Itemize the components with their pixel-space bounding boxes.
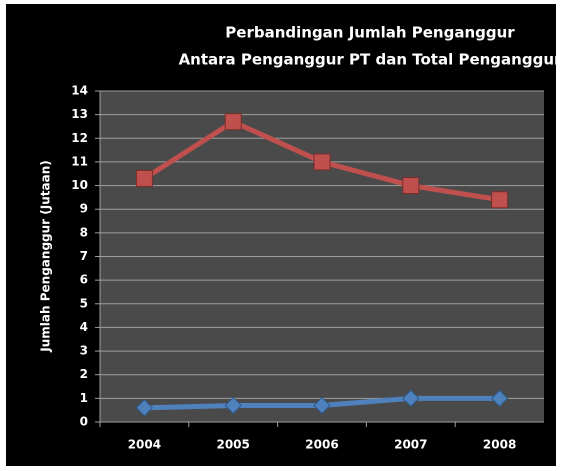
marker xyxy=(135,399,154,417)
y-tick-label: 11 xyxy=(71,154,88,168)
chart-title: Antara Penganggur PT dan Total Penganggu… xyxy=(179,51,562,69)
y-tick-label: 7 xyxy=(80,249,88,263)
marker xyxy=(224,396,242,415)
y-tick-label: 12 xyxy=(71,131,88,145)
marker xyxy=(313,153,331,171)
y-tick-label: 10 xyxy=(71,178,88,192)
x-tick-label: 2006 xyxy=(305,438,338,452)
y-tick-label: 5 xyxy=(80,296,88,310)
marker xyxy=(402,389,420,408)
y-tick-label: 0 xyxy=(80,415,88,429)
x-tick-label: 2004 xyxy=(128,438,161,452)
y-tick-label: 4 xyxy=(80,320,88,334)
y-tick-label: 8 xyxy=(80,225,88,239)
marker xyxy=(402,177,420,195)
marker xyxy=(491,191,509,209)
y-tick-label: 2 xyxy=(80,367,88,381)
y-tick-label: 1 xyxy=(80,391,88,405)
x-tick-label: 2005 xyxy=(216,438,249,452)
y-tick-label: 9 xyxy=(80,202,88,216)
x-tick-label: 2008 xyxy=(483,438,516,452)
marker xyxy=(224,113,242,131)
chart-title: Perbandingan Jumlah Penganggur xyxy=(225,24,515,42)
x-tick-label: 2007 xyxy=(394,438,427,452)
y-tick-label: 13 xyxy=(71,107,88,121)
y-axis-label: Jumlah Penganggur (Jutaan) xyxy=(39,160,53,352)
marker xyxy=(490,389,509,408)
marker xyxy=(135,169,153,187)
y-tick-label: 3 xyxy=(80,344,88,358)
y-tick-label: 6 xyxy=(80,273,88,287)
y-tick-label: 14 xyxy=(71,84,88,98)
marker xyxy=(313,396,331,415)
